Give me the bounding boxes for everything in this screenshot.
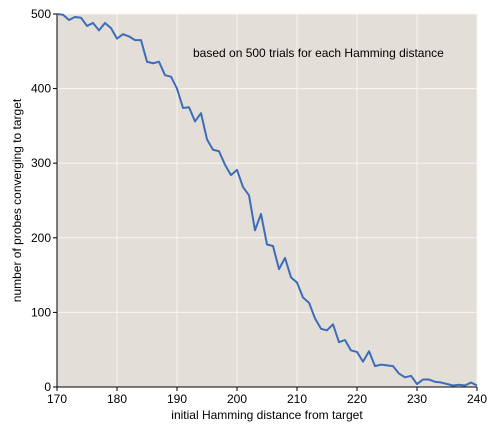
series-line: [56, 13, 478, 387]
y-tick-label: 0: [44, 380, 51, 394]
axes: [53, 13, 478, 391]
y-tick-label: 100: [31, 305, 51, 319]
x-tick-label: 240: [467, 392, 487, 406]
x-tick-label: 210: [287, 392, 307, 406]
y-tick-label: 200: [31, 231, 51, 245]
x-tick-label: 230: [407, 392, 427, 406]
x-tick-label: 220: [347, 392, 367, 406]
gridlines: [56, 13, 478, 388]
x-tick-label: 190: [167, 392, 187, 406]
x-tick-label: 180: [107, 392, 127, 406]
chart-annotation: based on 500 trials for each Hamming dis…: [193, 46, 444, 60]
x-tick-label: 170: [47, 392, 67, 406]
y-axis-label: number of probes converging to target: [10, 98, 24, 302]
y-tick-label: 400: [31, 82, 51, 96]
y-tick-label: 500: [31, 7, 51, 21]
tick-labels: 170 180 190 200 210 220 230 240 0 100 200 300 400 500: [31, 7, 487, 406]
x-tick-label: 200: [227, 392, 247, 406]
y-tick-label: 300: [31, 156, 51, 170]
plot-area: [57, 14, 477, 387]
x-axis-label: initial Hamming distance from target: [171, 408, 363, 422]
